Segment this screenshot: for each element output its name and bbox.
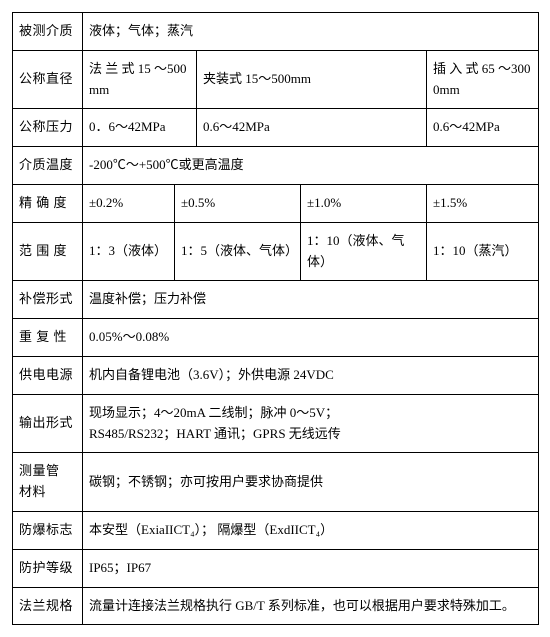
value-explosion: 本安型（ExiaIICT₄）； 隔爆型（ExdIICT₄） bbox=[83, 511, 539, 549]
spec-table: 被测介质 液体；气体；蒸汽 公称直径 法 兰 式 15 ～500mm 夹装式 1… bbox=[12, 12, 539, 625]
label-repeatability: 重 复 性 bbox=[13, 319, 83, 357]
accuracy-c2: ±0.5% bbox=[175, 184, 301, 222]
material-label-1: 测量管 bbox=[19, 463, 60, 478]
row-compensation: 补偿形式 温度补偿；压力补偿 bbox=[13, 281, 539, 319]
value-compensation: 温度补偿；压力补偿 bbox=[83, 281, 539, 319]
material-label-2: 材料 bbox=[19, 484, 46, 499]
label-material: 测量管 材料 bbox=[13, 453, 83, 512]
row-flange: 法兰规格 流量计连接法兰规格执行 GB/T 系列标准，也可以根据用户要求特殊加工… bbox=[13, 587, 539, 625]
pressure-c3: 0.6～42MPa bbox=[427, 109, 539, 147]
row-temp: 介质温度 -200℃～+500℃或更高温度 bbox=[13, 147, 539, 185]
range-c2: 1：5（液体、气体） bbox=[175, 222, 301, 281]
label-output: 输出形式 bbox=[13, 394, 83, 453]
value-material: 碳钢；不锈钢；亦可按用户要求协商提供 bbox=[83, 453, 539, 512]
range-c1: 1：3（液体） bbox=[83, 222, 175, 281]
output-line1: 现场显示；4～20mA 二线制；脉冲 0～5V； bbox=[89, 405, 338, 420]
label-medium: 被测介质 bbox=[13, 13, 83, 51]
output-line2: RS485/RS232；HART 通讯；GPRS 无线远传 bbox=[89, 426, 341, 441]
row-repeatability: 重 复 性 0.05%～0.08% bbox=[13, 319, 539, 357]
row-accuracy: 精 确 度 ±0.2% ±0.5% ±1.0% ±1.5% bbox=[13, 184, 539, 222]
label-flange: 法兰规格 bbox=[13, 587, 83, 625]
row-diameter: 公称直径 法 兰 式 15 ～500mm 夹装式 15～500mm 插 入 式 … bbox=[13, 50, 539, 109]
row-range: 范 围 度 1：3（液体） 1：5（液体、气体） 1：10（液体、气体） 1：1… bbox=[13, 222, 539, 281]
row-protection: 防护等级 IP65；IP67 bbox=[13, 549, 539, 587]
value-repeatability: 0.05%～0.08% bbox=[83, 319, 539, 357]
label-explosion: 防爆标志 bbox=[13, 511, 83, 549]
label-protection: 防护等级 bbox=[13, 549, 83, 587]
diameter-c1: 法 兰 式 15 ～500mm bbox=[83, 50, 197, 109]
accuracy-c1: ±0.2% bbox=[83, 184, 175, 222]
value-power: 机内自备锂电池（3.6V）；外供电源 24VDC bbox=[83, 356, 539, 394]
range-c3: 1：10（液体、气体） bbox=[301, 222, 427, 281]
label-pressure: 公称压力 bbox=[13, 109, 83, 147]
label-power: 供电电源 bbox=[13, 356, 83, 394]
accuracy-c3: ±1.0% bbox=[301, 184, 427, 222]
value-flange: 流量计连接法兰规格执行 GB/T 系列标准，也可以根据用户要求特殊加工。 bbox=[83, 587, 539, 625]
label-compensation: 补偿形式 bbox=[13, 281, 83, 319]
label-accuracy: 精 确 度 bbox=[13, 184, 83, 222]
row-material: 测量管 材料 碳钢；不锈钢；亦可按用户要求协商提供 bbox=[13, 453, 539, 512]
range-c4: 1：10（蒸汽） bbox=[427, 222, 539, 281]
label-temp: 介质温度 bbox=[13, 147, 83, 185]
value-medium: 液体；气体；蒸汽 bbox=[83, 13, 539, 51]
value-protection: IP65；IP67 bbox=[83, 549, 539, 587]
label-range: 范 围 度 bbox=[13, 222, 83, 281]
diameter-c2: 夹装式 15～500mm bbox=[197, 50, 427, 109]
value-output: 现场显示；4～20mA 二线制；脉冲 0～5V； RS485/RS232；HAR… bbox=[83, 394, 539, 453]
diameter-c3: 插 入 式 65 ～3000mm bbox=[427, 50, 539, 109]
value-temp: -200℃～+500℃或更高温度 bbox=[83, 147, 539, 185]
row-power: 供电电源 机内自备锂电池（3.6V）；外供电源 24VDC bbox=[13, 356, 539, 394]
pressure-c1: 0．6～42MPa bbox=[83, 109, 197, 147]
row-pressure: 公称压力 0．6～42MPa 0.6～42MPa 0.6～42MPa bbox=[13, 109, 539, 147]
row-explosion: 防爆标志 本安型（ExiaIICT₄）； 隔爆型（ExdIICT₄） bbox=[13, 511, 539, 549]
row-medium: 被测介质 液体；气体；蒸汽 bbox=[13, 13, 539, 51]
pressure-c2: 0.6～42MPa bbox=[197, 109, 427, 147]
label-diameter: 公称直径 bbox=[13, 50, 83, 109]
accuracy-c4: ±1.5% bbox=[427, 184, 539, 222]
row-output: 输出形式 现场显示；4～20mA 二线制；脉冲 0～5V； RS485/RS23… bbox=[13, 394, 539, 453]
